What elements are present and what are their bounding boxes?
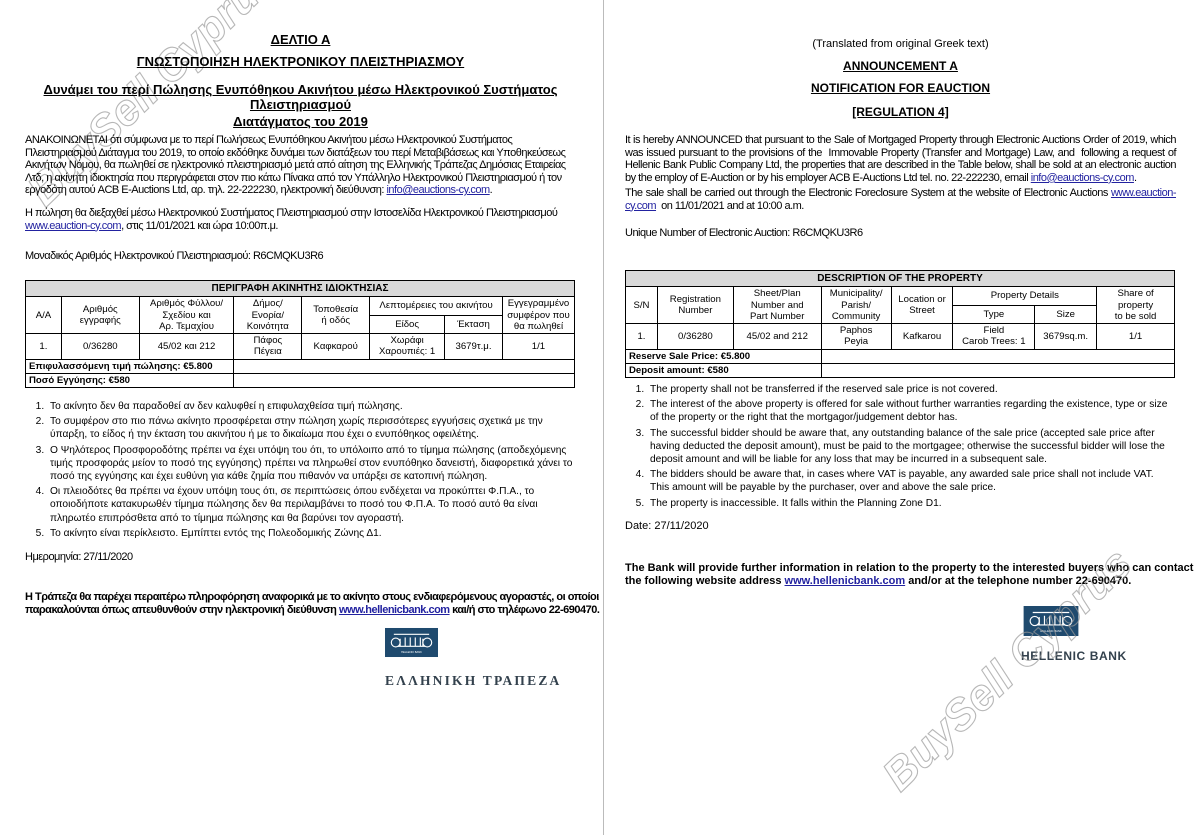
svg-text:HELLENIC BANK: HELLENIC BANK (401, 650, 422, 654)
